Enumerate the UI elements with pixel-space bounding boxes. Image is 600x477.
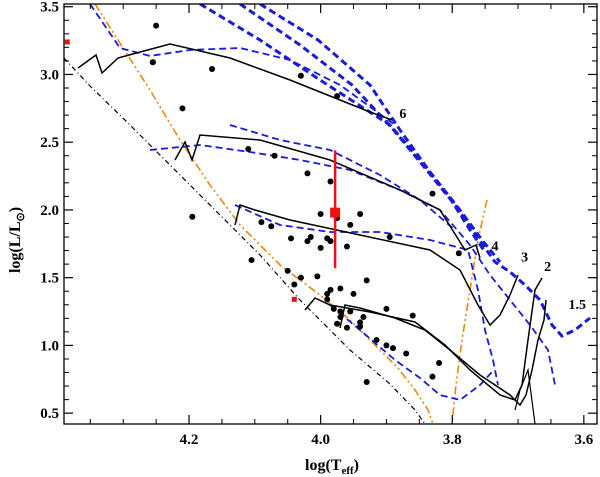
star-point [327, 238, 334, 245]
star-point [153, 22, 160, 29]
track-low [514, 367, 536, 424]
giant-branch-c [259, 4, 502, 263]
track-3 [234, 204, 519, 327]
star-point [383, 305, 390, 312]
star-point [429, 190, 436, 197]
frame-rect [63, 3, 598, 425]
star-point [363, 379, 370, 385]
star-point [245, 145, 252, 152]
red-square-point [64, 39, 70, 45]
highlight-star [330, 207, 341, 218]
red-square-point [291, 296, 297, 302]
star-point [291, 281, 298, 288]
star-point [258, 219, 265, 226]
star-point [357, 319, 364, 326]
y-tick-label: 0.5 [40, 406, 59, 422]
star-point [314, 273, 321, 280]
giant-branch-b [239, 4, 591, 338]
y-tick-label: 2.5 [40, 135, 59, 151]
giant-branch-a [199, 4, 487, 253]
star-point [403, 350, 410, 357]
star-point [327, 178, 334, 185]
star-point [268, 223, 275, 230]
star-point [317, 211, 324, 217]
isochrone-4 [329, 304, 493, 401]
x-tick-label: 4.0 [311, 432, 330, 448]
star-point [373, 337, 380, 343]
star-point [436, 360, 443, 367]
ticks-layer [64, 4, 597, 424]
star-point [149, 59, 156, 66]
track-mass-label: 6 [399, 107, 406, 122]
star-point [343, 243, 350, 250]
star-point [409, 312, 416, 319]
star-point [209, 66, 216, 73]
star-point [304, 238, 311, 245]
star-point [337, 285, 344, 292]
star-point [297, 274, 304, 281]
star-point [288, 235, 295, 242]
star-point [179, 105, 186, 112]
instability-strip-blue-edge [94, 4, 434, 424]
x-tick-label: 3.6 [574, 432, 593, 448]
curves-layer [64, 4, 591, 424]
track-4 [174, 134, 481, 259]
star-point [455, 250, 462, 257]
track-mass-label: 3 [521, 250, 528, 265]
isochrone-2 [149, 144, 556, 386]
star-point [284, 267, 291, 274]
star-point [347, 221, 354, 228]
star-point [350, 290, 357, 297]
x-tick-label: 4.2 [180, 432, 199, 448]
star-point [334, 93, 341, 100]
star-point [360, 313, 367, 320]
track-mass-label: 4 [492, 240, 499, 255]
y-tick-label: 1.0 [40, 338, 59, 354]
star-point [429, 373, 436, 380]
y-axis-title: log(L/L⊙) [7, 207, 27, 273]
y-tick-label: 3.5 [40, 0, 59, 16]
star-point [271, 152, 278, 159]
isochrone-5 [229, 124, 456, 231]
y-tick-label: 1.5 [40, 271, 59, 287]
star-point [347, 308, 354, 315]
star-point [307, 234, 314, 241]
track-mass-label: 1.5 [569, 298, 587, 313]
y-tick-label: 2.0 [40, 203, 59, 219]
x-axis-title: log(Teff) [305, 457, 359, 477]
star-point [337, 313, 344, 320]
star-point [330, 305, 337, 312]
plot-frame [63, 3, 598, 425]
star-point [327, 286, 334, 293]
instability-strip-red-edge [451, 199, 488, 424]
star-point [343, 324, 350, 331]
points-layer [64, 22, 462, 385]
star-point [248, 257, 255, 264]
y-tick-label: 3.0 [40, 67, 59, 83]
track-1-5 [339, 299, 547, 407]
star-point [390, 345, 397, 352]
labels-layer: 4.2 4.0 3.8 3.6 0.5 1.0 1.5 2.0 2.5 3.0 3.5 6 4 3 2 1.5 [40, 0, 593, 448]
star-point [297, 72, 304, 79]
star-point [386, 234, 393, 241]
track-6 [77, 43, 393, 121]
isochrone-3 [234, 204, 499, 386]
track-2 [304, 277, 543, 401]
x-tick-label: 3.8 [443, 432, 462, 448]
star-point [383, 342, 390, 349]
star-point [337, 308, 344, 315]
isochrone-1 [89, 4, 396, 126]
zams-line [64, 57, 426, 424]
star-point [334, 320, 341, 327]
star-point [357, 211, 364, 217]
star-point [189, 213, 196, 220]
star-point [363, 277, 370, 284]
star-point [317, 244, 324, 251]
track-mass-label: 2 [544, 260, 551, 275]
star-point [304, 170, 311, 177]
star-point [324, 296, 331, 303]
star-point [324, 290, 331, 297]
